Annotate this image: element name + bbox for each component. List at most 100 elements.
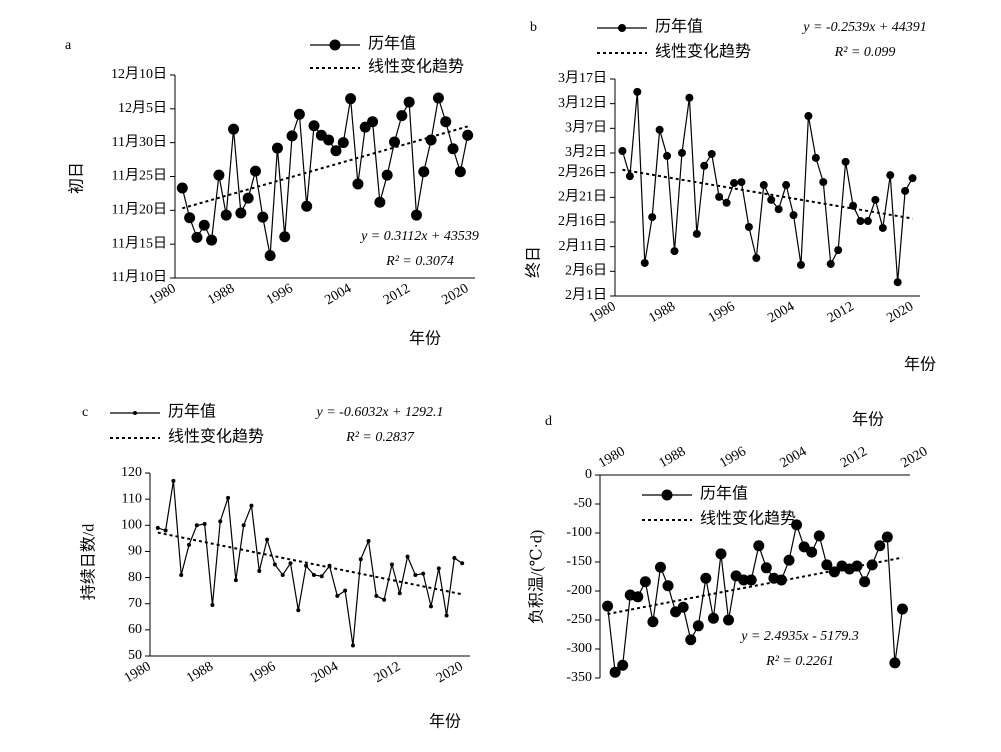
trend-line xyxy=(182,125,468,210)
y-tick-label: 11月15日 xyxy=(112,235,167,251)
point xyxy=(677,601,689,613)
point xyxy=(293,108,305,120)
legend-label: 线性变化趋势 xyxy=(168,428,264,446)
point xyxy=(179,572,184,577)
point xyxy=(304,563,309,568)
x-tick-label: 2012 xyxy=(372,659,404,686)
y-tick-label: 80 xyxy=(128,570,142,585)
point xyxy=(789,211,798,220)
point xyxy=(389,136,401,148)
legend-label: 线性变化趋势 xyxy=(700,510,796,528)
y-axis-label: 终日 xyxy=(525,246,543,278)
series-line xyxy=(621,91,914,283)
point xyxy=(405,554,410,559)
point xyxy=(323,134,335,146)
x-tick-label: 1996 xyxy=(706,299,738,326)
point xyxy=(418,166,430,178)
legend-label: 历年值 xyxy=(655,18,703,36)
x-tick-label: 1980 xyxy=(147,281,179,308)
point xyxy=(722,198,731,207)
point xyxy=(428,604,433,609)
x-tick-label: 2004 xyxy=(778,444,810,471)
point xyxy=(410,209,422,221)
point xyxy=(381,169,393,181)
point xyxy=(617,659,629,671)
point xyxy=(389,562,394,567)
point xyxy=(618,147,627,156)
point xyxy=(819,178,828,187)
legend-label: 历年值 xyxy=(368,35,416,53)
y-tick-label: -300 xyxy=(566,641,592,656)
point xyxy=(279,231,291,243)
point xyxy=(760,562,772,574)
point xyxy=(767,195,776,204)
y-tick-label: 11月20日 xyxy=(112,202,167,218)
point xyxy=(311,572,316,577)
y-tick-label: -150 xyxy=(566,554,592,569)
point xyxy=(841,157,850,166)
point xyxy=(460,561,465,566)
point xyxy=(272,562,277,567)
y-tick-label: 3月2日 xyxy=(565,144,607,160)
legend-label: 历年值 xyxy=(700,485,748,503)
point xyxy=(859,576,871,588)
y-axis-label: 初日 xyxy=(68,162,86,194)
point xyxy=(609,666,621,678)
point xyxy=(241,523,246,528)
x-tick-label: 2004 xyxy=(322,281,354,308)
x-tick-label: 1996 xyxy=(717,444,749,471)
point xyxy=(301,200,313,212)
x-tick-label: 1980 xyxy=(587,299,619,326)
equation: R² = 0.2261 xyxy=(765,654,834,669)
point xyxy=(745,574,757,586)
x-axis-label: 年份 xyxy=(409,330,441,348)
point xyxy=(677,148,686,157)
point xyxy=(286,130,298,142)
point xyxy=(288,561,293,566)
equation: y = -0.6032x + 1292.1 xyxy=(315,405,444,420)
point xyxy=(655,125,664,134)
y-tick-label: 3月7日 xyxy=(565,120,607,136)
point xyxy=(813,530,825,542)
y-tick-label: 11月25日 xyxy=(112,168,167,184)
point xyxy=(191,231,203,243)
point xyxy=(783,554,795,566)
x-axis-label: 年份 xyxy=(429,713,461,731)
y-tick-label: -50 xyxy=(573,496,592,511)
point xyxy=(213,169,225,181)
point xyxy=(163,528,168,533)
y-tick-label: 70 xyxy=(128,596,142,611)
point xyxy=(828,566,840,578)
point xyxy=(242,192,254,204)
point xyxy=(896,603,908,615)
point xyxy=(737,178,746,187)
point xyxy=(700,572,712,584)
point xyxy=(432,92,444,104)
point xyxy=(171,478,176,483)
point xyxy=(345,93,357,105)
x-tick-label: 1988 xyxy=(657,444,689,471)
y-tick-label: 3月17日 xyxy=(558,70,607,86)
point xyxy=(856,217,865,226)
point xyxy=(206,234,218,246)
point xyxy=(878,223,887,232)
x-tick-label: 2020 xyxy=(440,281,472,308)
y-tick-label: 50 xyxy=(128,648,142,663)
point xyxy=(886,171,895,180)
point xyxy=(330,145,342,157)
y-tick-label: 2月16日 xyxy=(558,213,607,229)
y-tick-label: 11月10日 xyxy=(112,269,167,285)
trend-line xyxy=(622,168,913,220)
equation: R² = 0.3074 xyxy=(385,254,454,269)
point xyxy=(759,181,768,190)
x-tick-label: 2020 xyxy=(434,659,466,686)
y-tick-label: 60 xyxy=(128,622,142,637)
point xyxy=(692,229,701,238)
x-axis-label: 年份 xyxy=(852,411,884,429)
point xyxy=(804,111,813,120)
point xyxy=(901,186,910,195)
point xyxy=(707,149,716,158)
point xyxy=(889,657,901,669)
y-tick-label: 11月30日 xyxy=(112,134,167,150)
panel-label: d xyxy=(545,414,552,429)
